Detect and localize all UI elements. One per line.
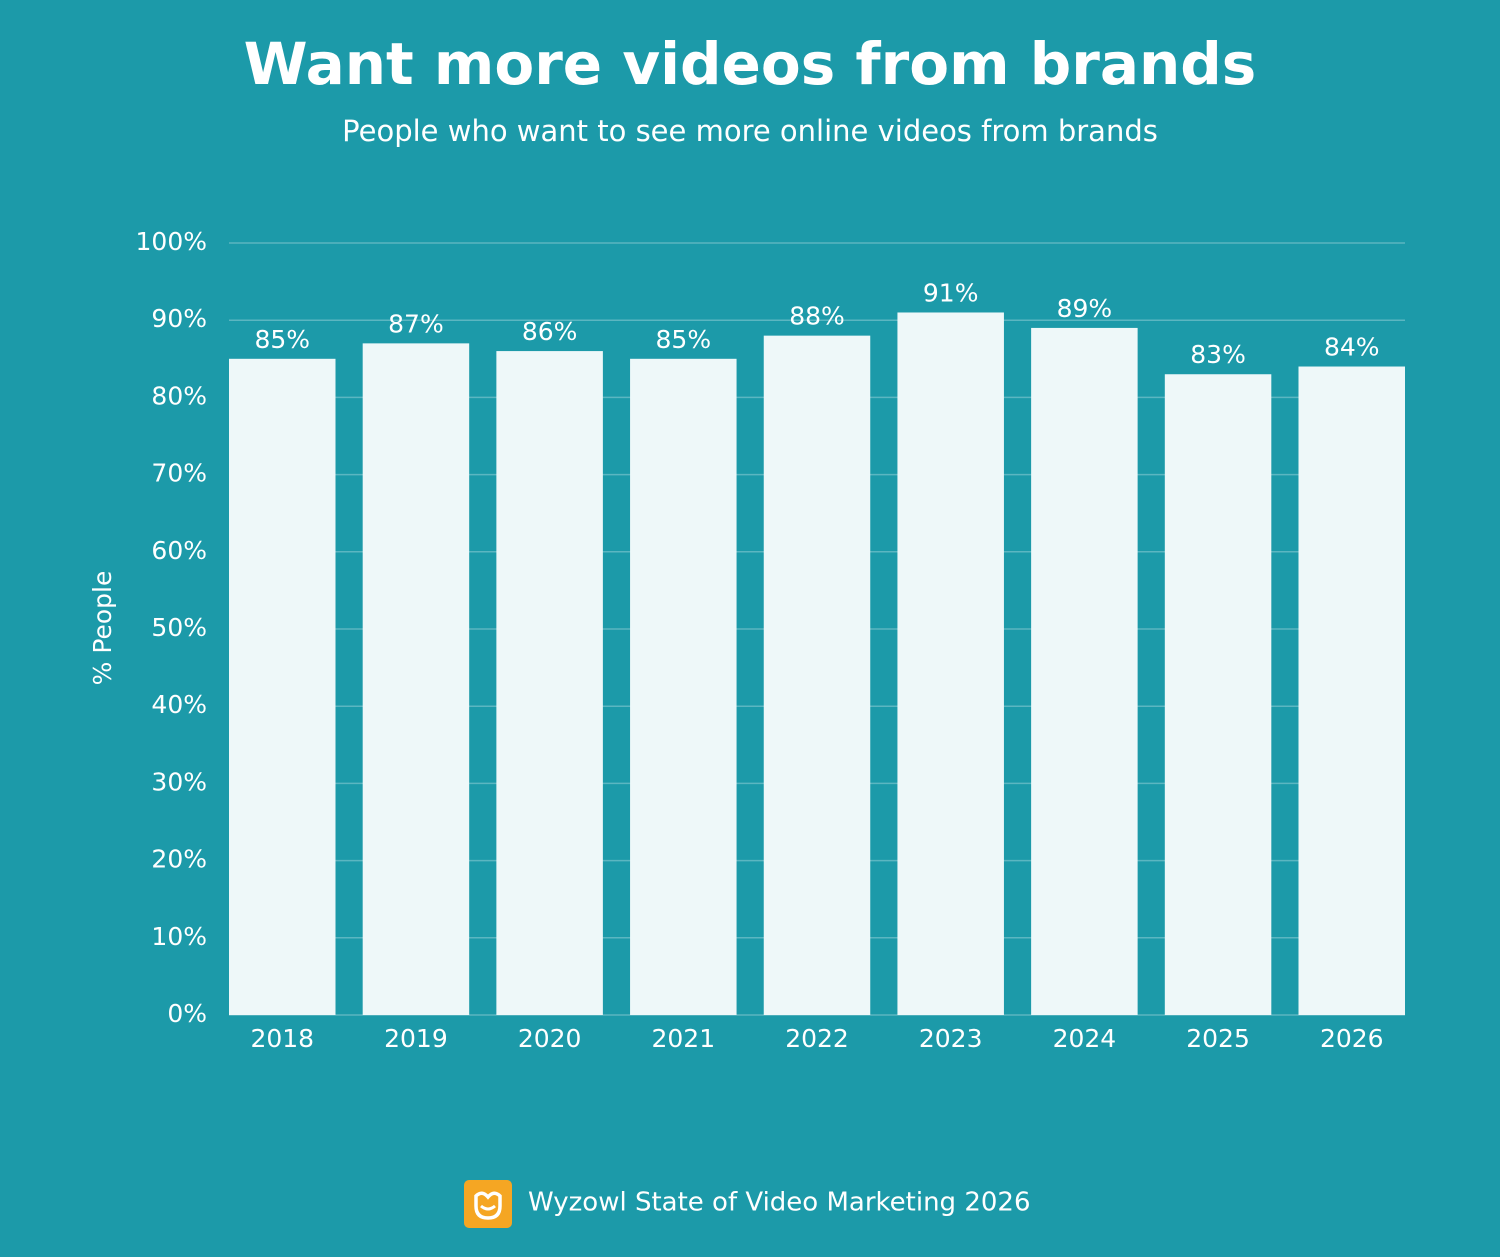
y-tick-label: 40% <box>151 690 207 719</box>
bar <box>1031 327 1138 1015</box>
x-tick-label: 2021 <box>652 1024 716 1053</box>
value-label: 86% <box>522 317 578 346</box>
value-label: 85% <box>656 325 712 354</box>
y-tick-label: 20% <box>151 845 207 874</box>
y-tick-label: 30% <box>151 767 207 796</box>
x-tick-label: 2024 <box>1053 1024 1117 1053</box>
y-tick-label: 100% <box>136 227 207 256</box>
value-label: 85% <box>254 325 310 354</box>
value-label: 91% <box>923 278 979 307</box>
bar <box>229 358 336 1015</box>
bar <box>897 312 1004 1016</box>
x-tick-label: 2020 <box>518 1024 582 1053</box>
x-tick-label: 2026 <box>1320 1024 1384 1053</box>
chart-subtitle: People who want to see more online video… <box>342 114 1158 148</box>
value-label: 89% <box>1057 294 1113 323</box>
value-label: 87% <box>388 309 444 338</box>
logo <box>464 1180 512 1228</box>
y-tick-label: 10% <box>151 922 207 951</box>
x-tick-label: 2022 <box>785 1024 849 1053</box>
y-tick-label: 80% <box>151 381 207 410</box>
bar <box>1298 366 1405 1015</box>
bar <box>630 358 737 1015</box>
y-tick-label: 60% <box>151 536 207 565</box>
x-tick-label: 2018 <box>250 1024 314 1053</box>
x-tick-label: 2023 <box>919 1024 983 1053</box>
value-label: 84% <box>1324 333 1380 362</box>
chart-title: Want more videos from brands <box>244 30 1257 98</box>
x-tick-label: 2025 <box>1186 1024 1250 1053</box>
bar <box>496 351 603 1016</box>
bar <box>763 335 871 1015</box>
bar <box>1164 374 1272 1015</box>
x-tick-label: 2019 <box>384 1024 448 1053</box>
source: Wyzowl State of Video Marketing 2026 <box>528 1188 1030 1218</box>
value-label: 88% <box>789 302 845 331</box>
y-tick-label: 90% <box>151 304 207 333</box>
y-tick-label: 70% <box>151 459 207 488</box>
y-tick-label: 0% <box>167 999 207 1028</box>
bar <box>362 343 470 1015</box>
y-axis-label: % People <box>88 571 117 686</box>
y-tick-label: 50% <box>151 613 207 642</box>
value-label: 83% <box>1190 340 1246 369</box>
